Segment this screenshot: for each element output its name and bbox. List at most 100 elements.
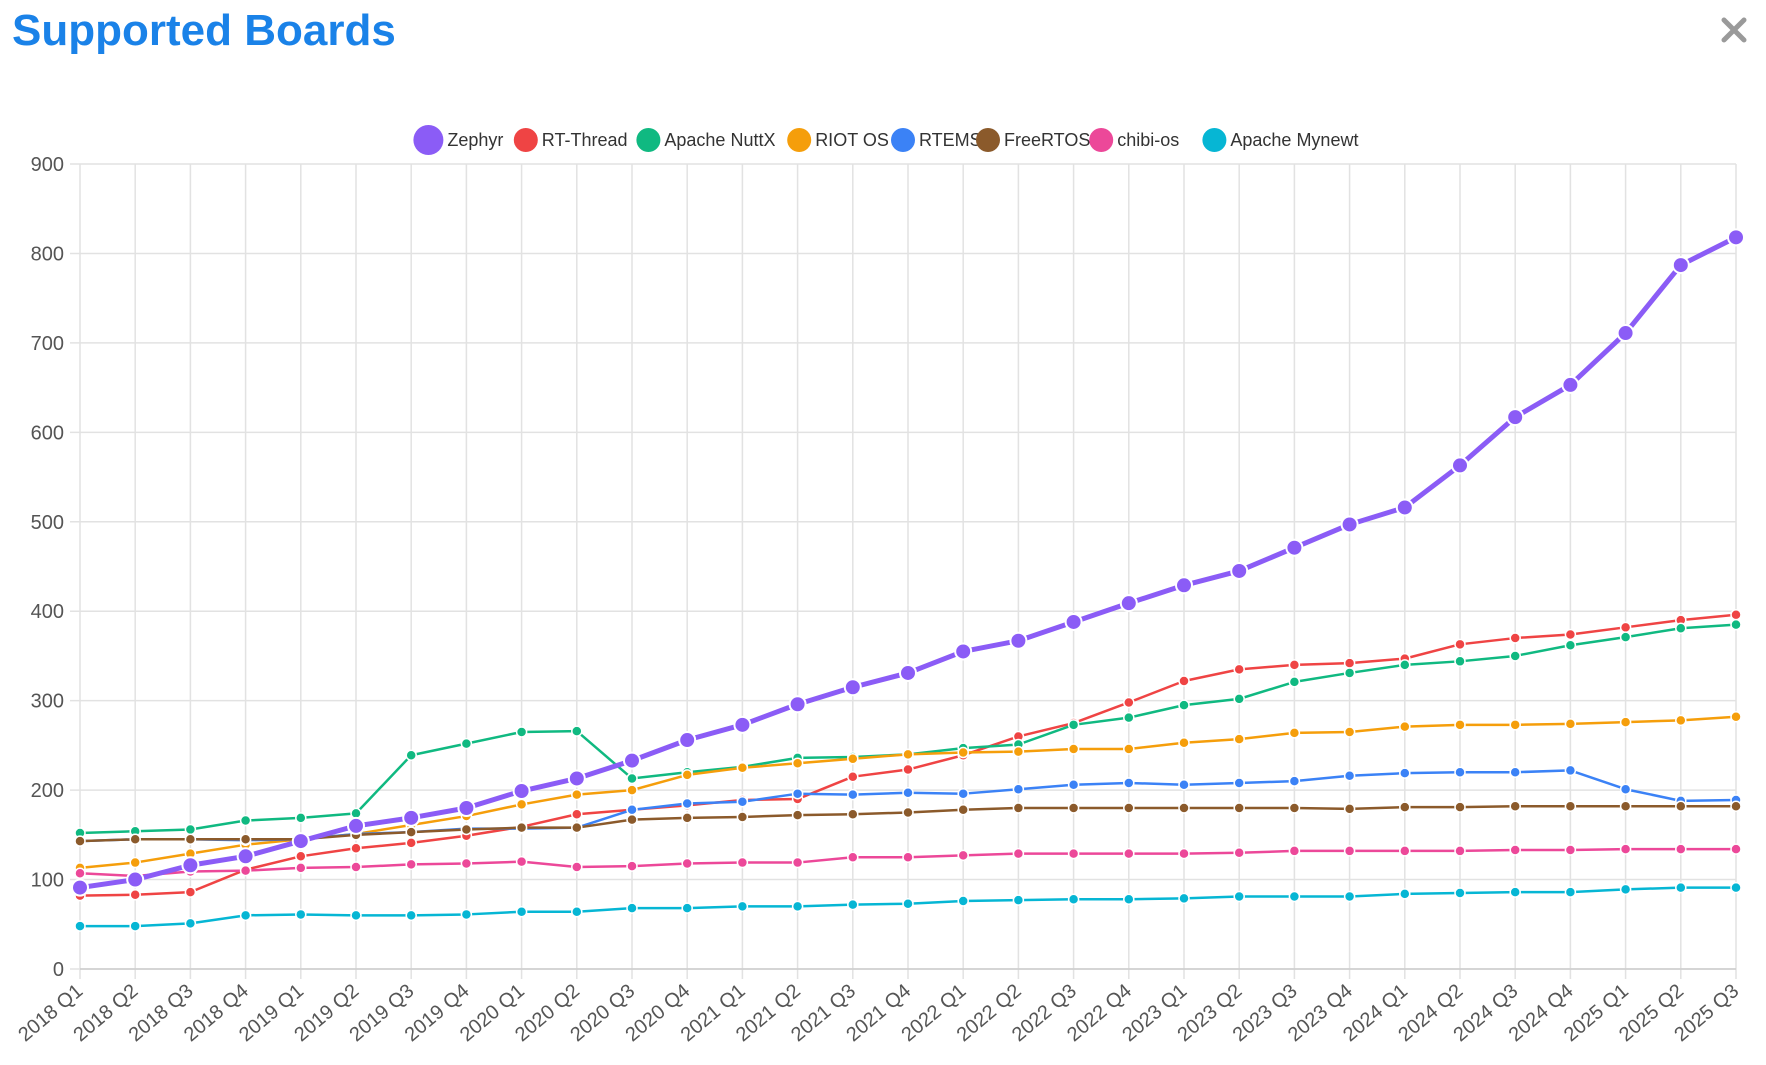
data-point-apache-mynewt[interactable] — [1564, 886, 1577, 898]
data-point-apache-mynewt[interactable] — [1288, 890, 1301, 903]
data-point-riot-os[interactable] — [1399, 720, 1411, 733]
data-point-zephyr[interactable] — [126, 870, 145, 889]
data-point-zephyr[interactable] — [678, 731, 697, 750]
data-point-rtems[interactable] — [1178, 778, 1190, 791]
data-point-rtems[interactable] — [902, 787, 914, 799]
data-point-apache-nuttx[interactable] — [1343, 667, 1356, 679]
data-point-riot-os[interactable] — [681, 769, 693, 781]
data-point-freertos[interactable] — [1067, 802, 1080, 814]
data-point-apache-nuttx[interactable] — [1509, 650, 1521, 662]
data-point-apache-mynewt[interactable] — [681, 902, 693, 914]
data-point-riot-os[interactable] — [736, 762, 749, 774]
data-point-rt-thread[interactable] — [405, 837, 417, 849]
data-point-apache-mynewt[interactable] — [847, 898, 859, 911]
data-point-rt-thread[interactable] — [847, 770, 859, 783]
data-point-rt-thread[interactable] — [1233, 663, 1245, 676]
data-point-zephyr[interactable] — [1727, 228, 1745, 247]
data-point-zephyr[interactable] — [1285, 538, 1304, 557]
data-point-apache-mynewt[interactable] — [515, 906, 528, 918]
data-point-apache-nuttx[interactable] — [1675, 622, 1687, 634]
data-point-apache-mynewt[interactable] — [736, 900, 749, 913]
data-point-chibi-os[interactable] — [626, 860, 638, 872]
data-point-apache-mynewt[interactable] — [1509, 886, 1521, 898]
data-point-freertos[interactable] — [1288, 802, 1301, 814]
close-button[interactable] — [1712, 8, 1756, 52]
data-point-rtems[interactable] — [1619, 783, 1632, 795]
data-point-rt-thread[interactable] — [350, 842, 362, 854]
data-point-chibi-os[interactable] — [847, 851, 859, 863]
data-point-rt-thread[interactable] — [1730, 609, 1742, 621]
data-point-zephyr[interactable] — [1009, 631, 1028, 650]
data-point-freertos[interactable] — [74, 835, 86, 847]
data-point-zephyr[interactable] — [1561, 375, 1580, 394]
data-point-rt-thread[interactable] — [902, 763, 914, 776]
data-point-apache-nuttx[interactable] — [405, 749, 417, 761]
data-point-zephyr[interactable] — [347, 816, 365, 835]
data-point-zephyr[interactable] — [512, 782, 531, 801]
data-point-chibi-os[interactable] — [791, 856, 804, 869]
data-point-rtems[interactable] — [681, 797, 693, 810]
data-point-zephyr[interactable] — [1506, 408, 1525, 427]
data-point-zephyr[interactable] — [843, 678, 862, 697]
data-point-riot-os[interactable] — [1178, 736, 1190, 749]
legend-item-rtems[interactable]: RTEMS — [891, 128, 982, 152]
data-point-chibi-os[interactable] — [1288, 845, 1301, 857]
data-point-rt-thread[interactable] — [1454, 638, 1466, 651]
data-point-riot-os[interactable] — [1123, 743, 1135, 755]
data-point-riot-os[interactable] — [902, 748, 914, 761]
data-point-rt-thread[interactable] — [571, 808, 583, 821]
data-point-freertos[interactable] — [626, 813, 638, 826]
data-point-zephyr[interactable] — [291, 832, 310, 851]
data-point-freertos[interactable] — [1178, 802, 1190, 814]
data-point-freertos[interactable] — [681, 812, 693, 824]
data-point-chibi-os[interactable] — [1012, 847, 1025, 860]
data-point-freertos[interactable] — [1399, 801, 1411, 813]
data-point-chibi-os[interactable] — [1730, 843, 1742, 855]
legend-item-apache-mynewt[interactable]: Apache Mynewt — [1202, 128, 1358, 152]
data-point-chibi-os[interactable] — [902, 851, 914, 863]
data-point-apache-nuttx[interactable] — [1564, 639, 1577, 651]
data-point-freertos[interactable] — [1233, 802, 1245, 814]
data-point-chibi-os[interactable] — [1343, 845, 1356, 857]
data-point-freertos[interactable] — [1675, 800, 1687, 812]
data-point-rtems[interactable] — [1288, 775, 1301, 787]
data-point-zephyr[interactable] — [1230, 561, 1249, 580]
data-point-apache-mynewt[interactable] — [295, 908, 307, 921]
data-point-rtems[interactable] — [1509, 766, 1521, 778]
data-point-riot-os[interactable] — [1288, 727, 1301, 739]
data-point-freertos[interactable] — [460, 823, 473, 836]
data-point-apache-mynewt[interactable] — [1343, 890, 1356, 903]
data-point-apache-mynewt[interactable] — [74, 920, 86, 932]
data-point-apache-mynewt[interactable] — [902, 897, 914, 910]
data-point-freertos[interactable] — [736, 811, 749, 823]
data-point-chibi-os[interactable] — [1178, 847, 1190, 860]
data-point-freertos[interactable] — [1619, 800, 1632, 812]
data-point-zephyr[interactable] — [1451, 456, 1469, 475]
data-point-apache-nuttx[interactable] — [184, 823, 197, 836]
legend-item-freertos[interactable]: FreeRTOS — [976, 128, 1090, 152]
data-point-apache-mynewt[interactable] — [1233, 890, 1245, 903]
data-point-chibi-os[interactable] — [957, 849, 969, 862]
data-point-riot-os[interactable] — [1343, 726, 1356, 738]
data-point-rt-thread[interactable] — [1619, 621, 1632, 634]
data-point-chibi-os[interactable] — [1233, 846, 1245, 859]
data-point-apache-nuttx[interactable] — [295, 812, 307, 824]
data-point-apache-mynewt[interactable] — [184, 917, 197, 930]
data-point-zephyr[interactable] — [1671, 256, 1690, 275]
data-point-freertos[interactable] — [1123, 802, 1135, 814]
data-point-freertos[interactable] — [1509, 800, 1521, 812]
data-point-riot-os[interactable] — [129, 856, 141, 869]
data-point-apache-mynewt[interactable] — [571, 906, 583, 918]
data-point-rt-thread[interactable] — [1178, 675, 1190, 687]
data-point-rtems[interactable] — [791, 787, 804, 800]
data-point-riot-os[interactable] — [1233, 733, 1245, 745]
data-point-rtems[interactable] — [1399, 767, 1411, 779]
data-point-apache-mynewt[interactable] — [1619, 883, 1632, 896]
data-point-freertos[interactable] — [1730, 800, 1742, 812]
data-point-apache-mynewt[interactable] — [1399, 888, 1411, 900]
data-point-apache-nuttx[interactable] — [1067, 719, 1080, 731]
data-point-apache-mynewt[interactable] — [460, 908, 473, 921]
data-point-zephyr[interactable] — [457, 799, 476, 817]
data-point-apache-nuttx[interactable] — [1178, 699, 1190, 711]
legend-item-zephyr[interactable]: Zephyr — [413, 125, 503, 155]
